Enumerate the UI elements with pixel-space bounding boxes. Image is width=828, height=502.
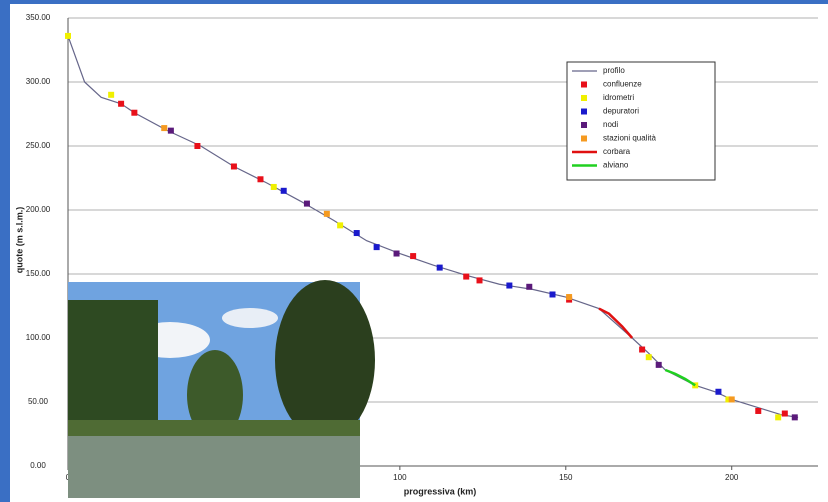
marker xyxy=(463,274,469,280)
marker xyxy=(168,128,174,134)
marker xyxy=(281,188,287,194)
marker xyxy=(324,211,330,217)
legend-label: idrometri xyxy=(603,93,634,102)
marker xyxy=(437,265,443,271)
marker xyxy=(231,163,237,169)
legend-label: stazioni qualità xyxy=(603,134,656,143)
legend-swatch xyxy=(581,109,587,115)
marker xyxy=(271,184,277,190)
marker xyxy=(394,251,400,257)
photo-inset xyxy=(68,280,375,498)
marker xyxy=(782,411,788,417)
marker xyxy=(729,396,735,402)
marker xyxy=(792,414,798,420)
marker xyxy=(354,230,360,236)
marker xyxy=(755,408,761,414)
x-axis-title: progressiva (km) xyxy=(404,486,477,496)
photo-bank xyxy=(68,420,360,438)
legend-swatch xyxy=(581,136,587,142)
y-tick-label: 150.00 xyxy=(26,269,51,278)
y-tick-label: 0.00 xyxy=(30,461,46,470)
legend-swatch xyxy=(581,122,587,128)
x-tick-label: 150 xyxy=(559,473,573,482)
marker xyxy=(410,253,416,259)
y-tick-label: 350.00 xyxy=(26,13,51,22)
marker xyxy=(646,354,652,360)
photo-cloud xyxy=(222,308,278,328)
marker xyxy=(477,277,483,283)
marker xyxy=(506,283,512,289)
legend-swatch xyxy=(581,82,587,88)
legend-label: profilo xyxy=(603,66,625,75)
legend-label: depuratori xyxy=(603,107,639,116)
y-tick-label: 200.00 xyxy=(26,205,51,214)
marker xyxy=(194,143,200,149)
marker xyxy=(715,389,721,395)
chart: progressiva (km) quote (m s.l.m.) 0.00 50… xyxy=(0,0,828,502)
photo-water xyxy=(68,436,360,498)
marker xyxy=(374,244,380,250)
marker xyxy=(65,33,71,39)
marker xyxy=(108,92,114,98)
legend-label: nodi xyxy=(603,120,618,129)
photo-trees xyxy=(68,300,158,430)
marker xyxy=(337,222,343,228)
marker xyxy=(566,294,572,300)
marker xyxy=(639,347,645,353)
marker xyxy=(131,110,137,116)
marker xyxy=(550,291,556,297)
y-tick-label: 100.00 xyxy=(26,333,51,342)
marker xyxy=(526,284,532,290)
y-tick-label: 50.00 xyxy=(28,397,49,406)
photo-tree xyxy=(275,280,375,440)
marker xyxy=(775,414,781,420)
marker xyxy=(656,362,662,368)
y-tick-label: 250.00 xyxy=(26,141,51,150)
x-tick-label: 200 xyxy=(725,473,739,482)
marker xyxy=(257,176,263,182)
legend-label: alviano xyxy=(603,161,629,170)
y-axis-title: quote (m s.l.m.) xyxy=(14,207,24,274)
legend-swatch xyxy=(581,95,587,101)
legend-label: confluenze xyxy=(603,80,642,89)
marker xyxy=(161,125,167,131)
y-tick-label: 300.00 xyxy=(26,77,51,86)
marker xyxy=(118,101,124,107)
x-tick-label: 100 xyxy=(393,473,407,482)
marker xyxy=(304,201,310,207)
page: {"chart_data": {"type": "line", "xlabel"… xyxy=(0,0,828,502)
legend-label: corbara xyxy=(603,147,631,156)
